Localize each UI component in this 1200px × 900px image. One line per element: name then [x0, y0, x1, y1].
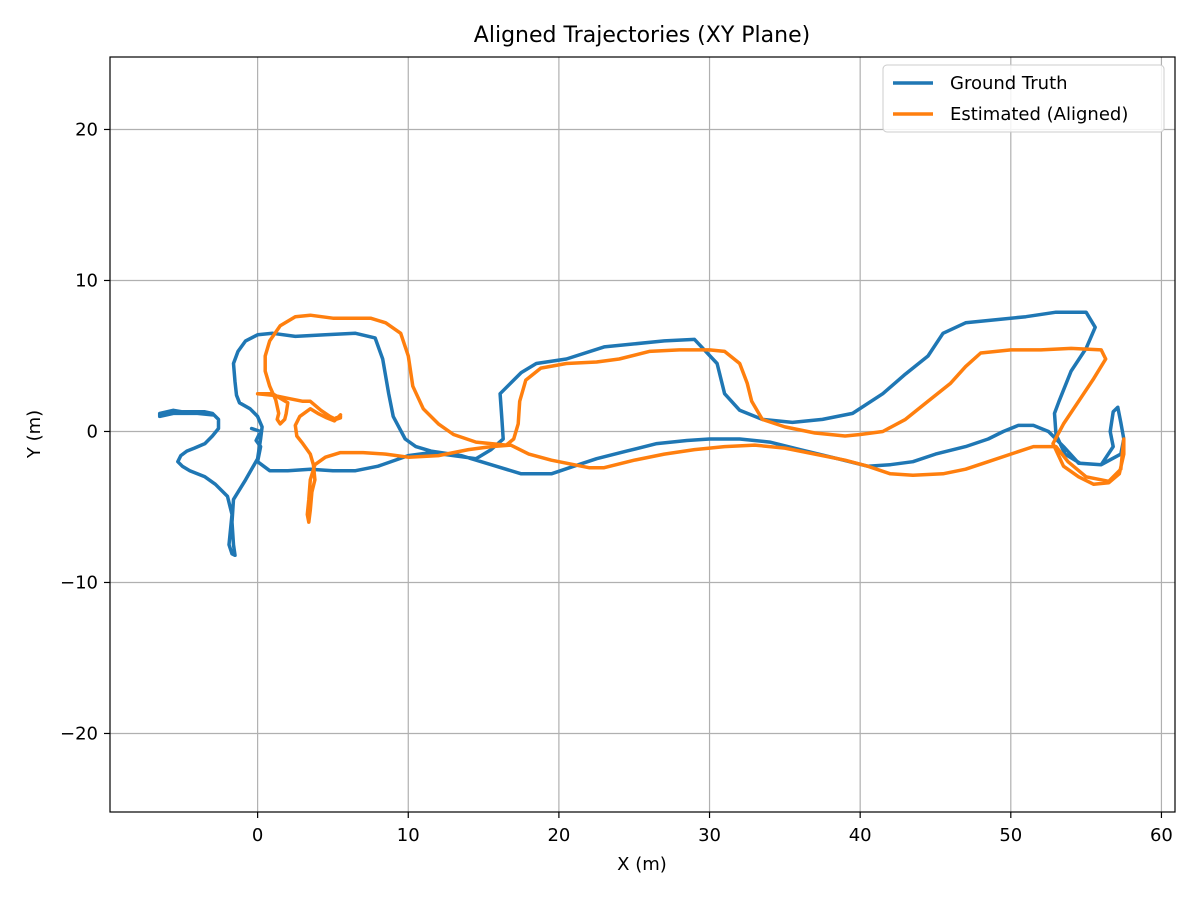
plot-area-frame	[109, 56, 1176, 813]
x-axis-label: X (m)	[617, 854, 667, 875]
x-tick-label: 20	[547, 825, 570, 846]
legend-box	[882, 64, 1165, 133]
y-axis-label: Y (m)	[24, 410, 45, 459]
x-tick-label: 50	[999, 825, 1022, 846]
x-tick-label: 40	[849, 825, 872, 846]
legend-label-ground-truth: Ground Truth	[950, 73, 1068, 94]
y-tick-label: −20	[60, 723, 98, 744]
x-tick-label: 30	[698, 825, 721, 846]
series-line-ground-truth	[157, 310, 1126, 558]
series-layer	[157, 310, 1126, 558]
x-tick-label: 0	[252, 825, 263, 846]
chart-title: Aligned Trajectories (XY Plane)	[474, 23, 810, 48]
x-tick-label: 60	[1150, 825, 1173, 846]
series-line-estimated	[255, 313, 1126, 524]
ticks: 0 10 20 30 40 50 60 −20 −10 0 10 20	[60, 119, 1173, 846]
y-tick-label: 20	[75, 119, 98, 140]
y-tick-label: −10	[60, 572, 98, 593]
legend-label-estimated: Estimated (Aligned)	[950, 104, 1128, 125]
y-tick-label: 0	[87, 421, 98, 442]
x-tick-label: 10	[397, 825, 420, 846]
legend: Ground Truth Estimated (Aligned)	[882, 64, 1165, 133]
grid	[110, 57, 1175, 812]
y-tick-label: 10	[75, 270, 98, 291]
